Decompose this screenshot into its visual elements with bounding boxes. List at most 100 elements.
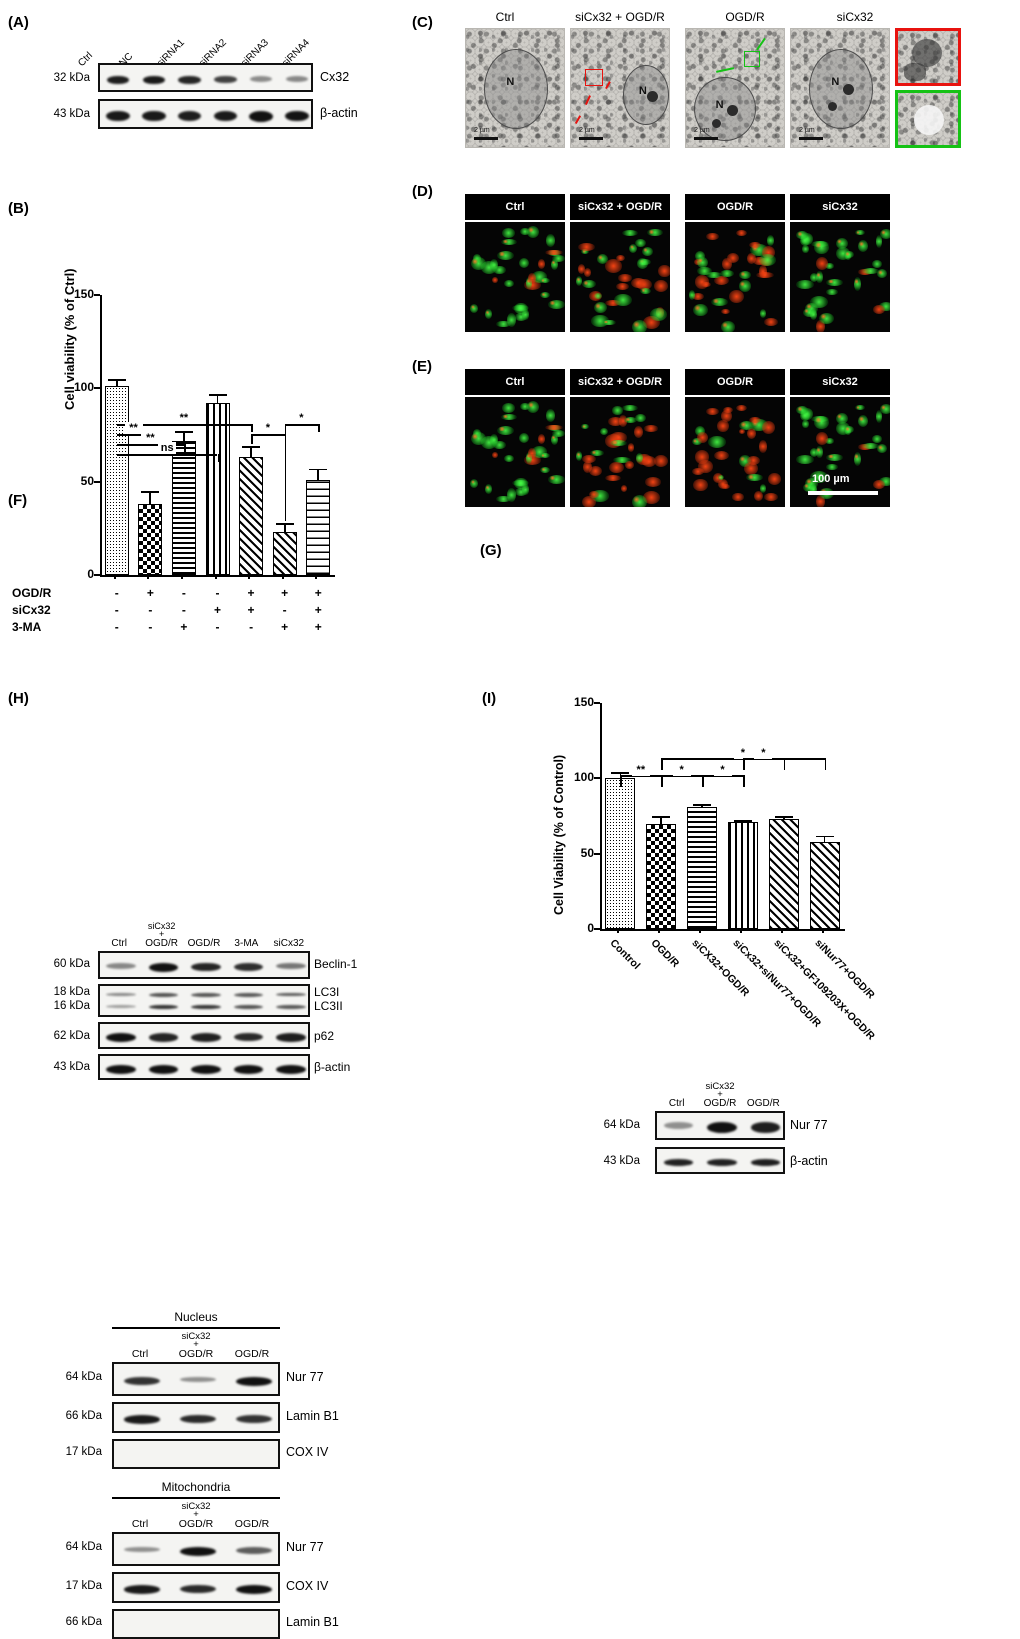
blot-band	[250, 75, 273, 82]
blot-band	[235, 1376, 273, 1386]
fluoro-cell	[717, 419, 729, 433]
fluoro-nucleus	[836, 413, 843, 420]
blot-band	[233, 1064, 264, 1074]
blot-band	[233, 962, 264, 971]
nucleus-region	[694, 77, 756, 141]
fluoro-cell	[551, 255, 565, 263]
panel-c-red-inset	[895, 28, 961, 86]
sig-tick-right	[742, 775, 745, 787]
fluoro-cell	[512, 480, 530, 487]
bar-4	[205, 403, 230, 575]
nucleus-region	[484, 49, 548, 129]
nucleus-label: N	[638, 85, 647, 98]
fluoro-cell	[545, 249, 564, 256]
fluoro-cell	[545, 409, 556, 422]
blot-band	[123, 1415, 161, 1424]
fluoro-nucleus	[594, 302, 601, 309]
x-tick	[180, 577, 183, 579]
fluoro-nucleus	[740, 272, 746, 277]
panel-g-kda-0: 64 kDa	[603, 1119, 640, 1131]
panel-h-protein-0-1: Lamin B1	[286, 1408, 339, 1423]
panel-a-protein-0: Cx32	[320, 70, 350, 84]
panel-h-lane-0-0: Ctrl	[131, 1348, 149, 1360]
fluoro-nucleus	[603, 320, 610, 324]
fluoro-nucleus	[803, 308, 810, 314]
y-tick	[594, 928, 600, 930]
fluoro-cell	[551, 258, 559, 270]
fluoro-cell	[706, 408, 720, 416]
fluoro-cell	[537, 433, 545, 445]
cond-cell: -	[215, 586, 220, 600]
blot-band	[663, 1122, 694, 1130]
fluoro-cell	[824, 438, 835, 444]
fluoro-cell	[802, 244, 809, 254]
fluoro-cell	[631, 278, 646, 289]
fluoro-nucleus	[880, 405, 887, 411]
panel-f-lane-3: 3-MA	[234, 938, 259, 949]
fluoro-cell	[490, 258, 498, 271]
fluoro-cell	[729, 289, 745, 303]
panel-c-title-0: Ctrl	[495, 10, 515, 24]
panel-a-kda-1: 43 kDa	[53, 108, 90, 120]
error-bar	[823, 835, 826, 842]
fluoro-cell	[697, 459, 713, 473]
x-tick	[699, 931, 702, 933]
nucleolus	[843, 84, 855, 96]
fluoro-header-2: OGD/R	[685, 194, 785, 220]
fluoro-nucleus	[548, 476, 557, 481]
blot-band	[191, 962, 221, 971]
fluoro-cell	[497, 425, 515, 435]
fluoro-cell	[875, 409, 883, 424]
fluoro-cell	[809, 447, 819, 458]
panel-g-protein-1: β-actin	[790, 1154, 828, 1168]
fluoro-cell	[758, 439, 768, 453]
cond-cell: -	[114, 603, 119, 617]
fluoro-header-3: siCx32	[790, 369, 890, 395]
fluoro-nucleus	[548, 301, 557, 306]
cond-cell: +	[314, 620, 322, 634]
panel-g-lane-1: OGD/R	[703, 1098, 737, 1109]
fluoro-cell	[613, 457, 631, 463]
fluoro-cell	[802, 419, 809, 429]
y-axis	[600, 703, 602, 930]
panel-h-blot-0-2	[112, 1439, 280, 1469]
fluoro-cell	[520, 402, 530, 411]
error-bar	[149, 491, 152, 505]
panel-c-title-2: OGD/R	[725, 10, 765, 24]
fluoro-nucleus	[582, 424, 586, 428]
y-tick-label: 50	[580, 845, 594, 860]
fluoro-cell	[819, 312, 834, 324]
panel-f-kda-1: 18 kDa	[53, 986, 90, 998]
fluoro-cell	[503, 280, 515, 288]
error-cap	[107, 379, 126, 381]
tem-image-0: N 2 µm	[465, 28, 565, 148]
fluoro-image-0	[465, 222, 565, 332]
bar-1	[605, 778, 636, 929]
panel-i-label: (I)	[482, 690, 497, 707]
fluoro-cell	[490, 433, 498, 446]
y-tick-label: 150	[73, 287, 94, 301]
fluoro-nucleus	[540, 279, 546, 282]
fluoro-cell	[809, 272, 819, 283]
fluoro-cell	[748, 416, 762, 424]
panel-e-label: (E)	[412, 358, 432, 375]
fluoro-cell	[604, 474, 621, 482]
sig-tick-right	[217, 454, 220, 462]
sig-label: *	[713, 764, 732, 776]
cond-row-label-1: siCx32	[12, 603, 51, 617]
fluoro-cell	[583, 460, 593, 473]
fluoro-image-0	[465, 397, 565, 507]
panel-c-title-3: siCx32	[836, 10, 874, 24]
x-axis	[100, 575, 335, 577]
fluoro-nucleus	[806, 303, 813, 310]
blot-band	[249, 110, 274, 122]
fluoro-nucleus	[632, 320, 640, 328]
fluoro-cell	[826, 464, 839, 470]
fluoro-cell	[720, 410, 732, 423]
blot-band	[106, 992, 137, 996]
fluoro-cell	[755, 272, 774, 278]
nucleolus	[727, 104, 738, 116]
fluoro-cell	[871, 260, 882, 268]
sig-tick-left	[251, 434, 253, 445]
fluoro-nucleus	[498, 426, 506, 432]
